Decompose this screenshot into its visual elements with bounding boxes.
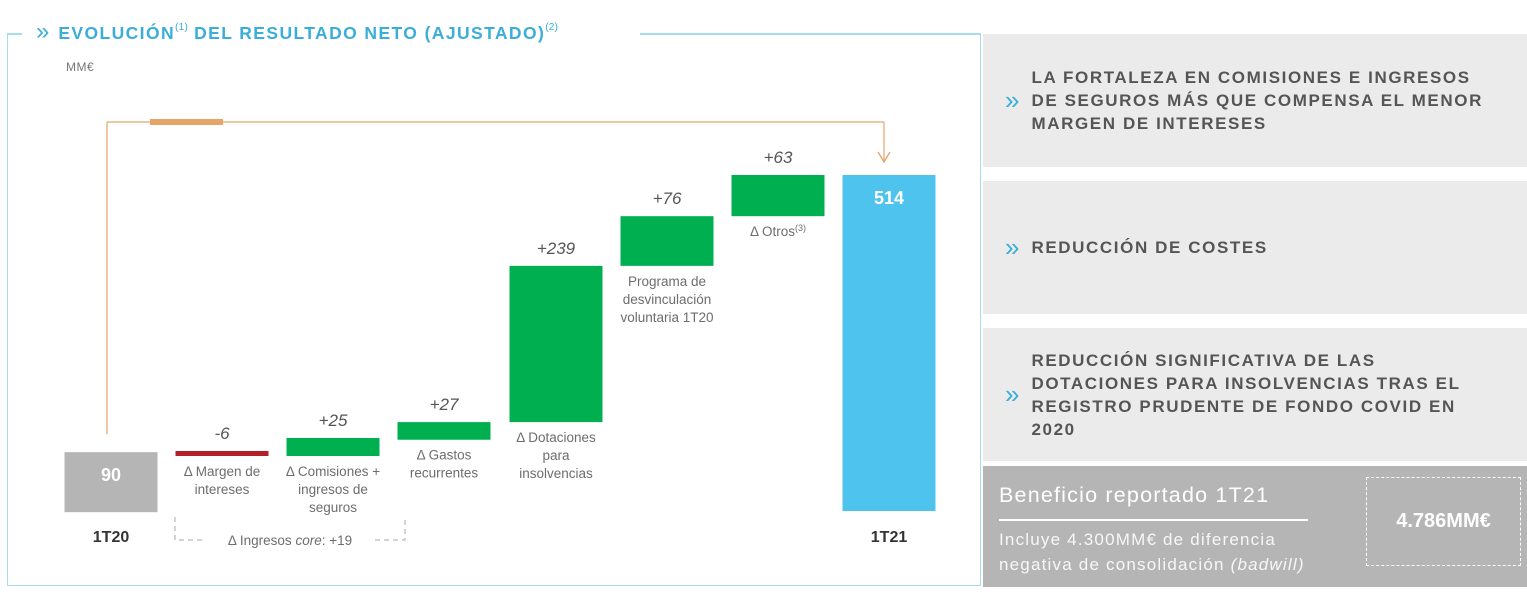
unit-label: MM€ [66,60,95,74]
result-box: Beneficio reportado 1T21 Incluye 4.300MM… [983,466,1527,587]
chart-frame-top-right [640,33,981,35]
double-chevron-icon: » [1005,84,1020,115]
connector-arrow-icon [877,151,891,164]
category-label-step-6: Δ Otros(3) [750,223,806,239]
double-chevron-icon: » [1005,231,1020,262]
category-label-step-5: Programa de [628,274,706,289]
bar-value-1T20: 90 [101,465,121,485]
bar-1T21 [842,175,936,511]
bar-step-4 [509,265,603,423]
bar-step-6 [731,175,825,217]
chart-frame-top-left [7,33,22,35]
bar-value-step-2: +25 [319,411,348,430]
bar-step-2 [286,438,380,456]
category-label-step-4: para [542,448,570,463]
category-label-step-2: ingresos de [298,482,368,497]
panel-text: REDUCCIÓN DE COSTES [1031,238,1268,257]
bar-1T20 [64,452,158,513]
panel-dotaciones: » REDUCCIÓN SIGNIFICATIVA DE LAS DOTACION… [983,328,1527,461]
category-label-step-4: Δ Dotaciones [516,430,596,445]
bracket-left [174,517,205,541]
connector-marker [150,119,223,125]
chart-title: » EVOLUCIÓN(1) DEL RESULTADO NETO (AJUST… [30,20,565,46]
category-label-step-1: intereses [195,482,250,497]
result-divider [999,519,1308,521]
chart-frame [7,34,981,586]
bar-value-1T21: 514 [874,188,904,208]
bracket-label: Δ Ingresos core: +19 [228,533,352,548]
bar-value-step-6: +63 [764,148,793,167]
bar-value-step-5: +76 [653,189,682,208]
panel-comisiones: » LA FORTALEZA EN COMISIONES E INGRESOS D… [983,34,1527,167]
bar-value-step-3: +27 [430,395,459,414]
bar-step-5 [620,216,714,266]
panel-text: LA FORTALEZA EN COMISIONES E INGRESOS DE … [1031,68,1483,133]
panel-text: REDUCCIÓN SIGNIFICATIVA DE LAS DOTACIONES… [1031,350,1461,439]
category-label-step-2: Δ Comisiones + [286,464,380,479]
bar-step-3 [397,422,491,440]
category-label-step-2: seguros [309,500,357,515]
bracket-right [375,517,406,541]
category-label-1T20: 1T20 [93,529,130,546]
category-label-1T21: 1T21 [871,529,908,546]
category-label-step-3: Δ Gastos [417,448,472,463]
double-chevron-icon: » [1005,378,1020,409]
chart-title-text: EVOLUCIÓN(1) DEL RESULTADO NETO (AJUSTAD… [58,20,559,43]
result-value: 4.786MM€ [1366,477,1521,566]
bar-value-step-4: +239 [537,239,576,258]
category-label-step-5: voluntaria 1T20 [620,310,713,325]
result-description: Incluye 4.300MM€ de diferencia negativa … [999,530,1305,574]
waterfall-chart: 90 1T20 514 1T21 -6 Δ Margen de intereses +25 Δ … [64,119,936,548]
category-label-step-1: Δ Margen de [184,464,261,479]
category-label-step-4: insolvencias [519,466,593,481]
result-title: Beneficio reportado 1T21 [999,483,1270,507]
panel-costes: » REDUCCIÓN DE COSTES [983,181,1527,314]
bar-value-step-1: -6 [214,424,230,443]
category-label-step-3: recurrentes [410,466,479,481]
category-label-step-5: desvinculación [623,292,712,307]
bar-step-1 [175,451,269,456]
